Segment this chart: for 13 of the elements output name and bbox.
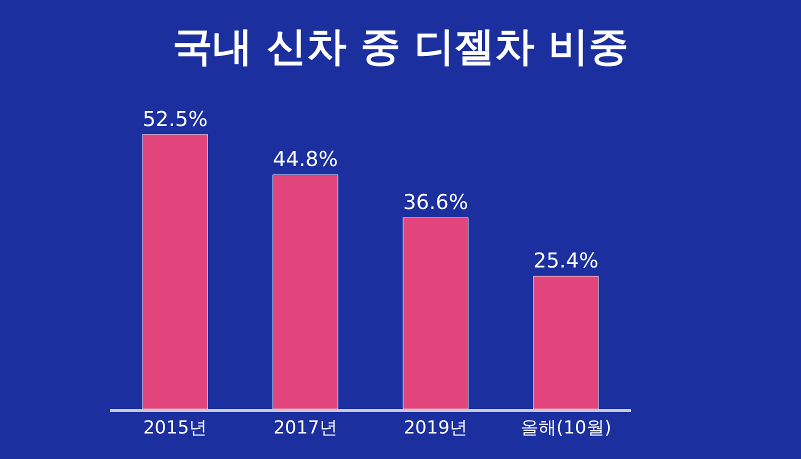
bar [533, 276, 599, 409]
data-label: 36.6% [403, 190, 468, 214]
bar [272, 174, 338, 409]
chart-title: 국내 신차 중 디젤차 비중 [172, 24, 628, 70]
data-label: 44.8% [272, 147, 338, 172]
x-tick-label: 올해(10월) [520, 418, 612, 439]
bar [402, 217, 468, 409]
data-label: 52.5% [142, 106, 208, 131]
x-tick-label: 2017년 [273, 418, 338, 439]
data-label: 25.4% [533, 248, 598, 273]
x-tick-label: 2019년 [404, 418, 468, 439]
x-tick-label: 2015년 [143, 418, 208, 439]
bar [142, 134, 208, 409]
